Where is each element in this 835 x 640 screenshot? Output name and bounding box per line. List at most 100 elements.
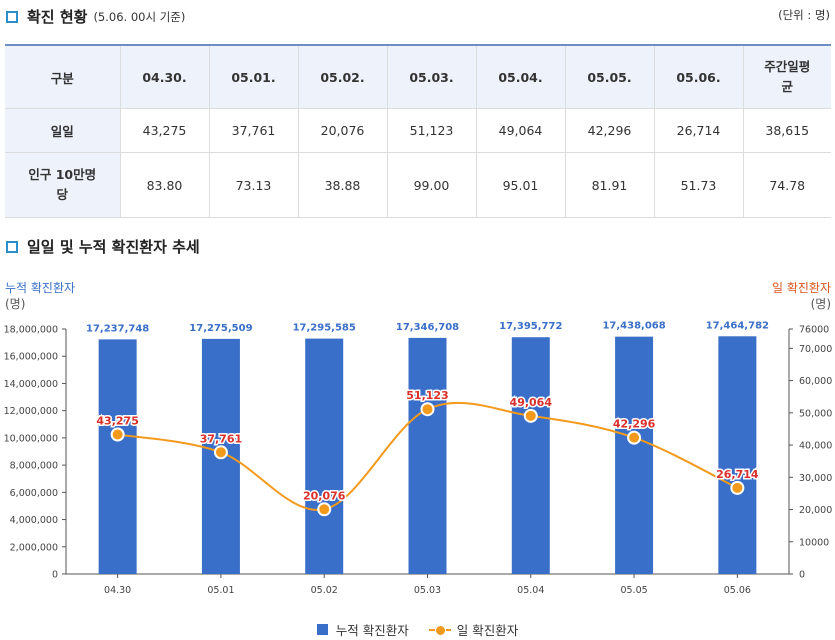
right-tick-label: 76000: [799, 325, 829, 336]
line-point: [627, 430, 642, 445]
line-point: [213, 445, 228, 460]
table-cell: 42,296: [564, 108, 655, 153]
legend-item-daily: 일 확진환자: [428, 620, 519, 639]
left-tick-label: 10,000,000: [4, 433, 58, 444]
bar-value-label: 17,438,068: [602, 321, 665, 332]
line-value-label: 51,123: [406, 389, 448, 402]
section-title: 확진 현황: [27, 8, 88, 26]
right-axis-unit: (명): [810, 297, 831, 311]
right-tick-label: 20,000: [799, 505, 832, 516]
table-cell: 99.00: [386, 152, 477, 218]
table-cell: 38.88: [297, 152, 388, 218]
line-value-label: 43,275: [96, 414, 138, 427]
table-cell: 74.78: [742, 152, 831, 218]
left-tick-label: 4,000,000: [10, 515, 58, 526]
x-tick-label: 05.02: [311, 585, 338, 596]
bar: [305, 338, 344, 574]
table-corner-header: 구분: [5, 45, 121, 109]
right-tick-label: 50,000: [799, 408, 832, 419]
bar: [615, 336, 654, 574]
x-tick-label: 05.01: [207, 585, 234, 596]
row-label: 인구 10만명 당: [5, 152, 121, 218]
section-square-icon: [6, 240, 18, 253]
right-axis-title: 일 확진환자 (명): [772, 280, 831, 312]
column-header: 05.03.: [386, 45, 477, 109]
left-tick-label: 16,000,000: [4, 352, 58, 363]
line-value-label: 49,064: [510, 396, 553, 409]
legend-label: 누적 확진환자: [335, 623, 409, 638]
x-tick-label: 05.04: [517, 585, 544, 596]
left-tick-label: 18,000,000: [4, 325, 58, 336]
table-cell: 81.91: [564, 152, 655, 218]
table-cell: 37,761: [208, 108, 299, 153]
bar: [511, 337, 550, 574]
column-header-weekly-average: 주간일평 균: [742, 45, 831, 109]
bar-value-label: 17,346,708: [396, 322, 459, 333]
bar-value-label: 17,295,585: [293, 323, 356, 334]
table-cell: 20,076: [297, 108, 388, 153]
legend-bar-swatch: [316, 624, 328, 635]
status-table: 구분 04.30. 05.01. 05.02. 05.03. 05.04. 05…: [5, 44, 831, 218]
table-header-row: 구분 04.30. 05.01. 05.02. 05.03. 05.04. 05…: [5, 45, 831, 109]
bar: [408, 337, 447, 574]
bar: [98, 339, 137, 574]
left-axis-unit: (명): [5, 297, 26, 311]
right-tick-label: 0: [799, 570, 805, 581]
table-cell: 38,615: [742, 108, 831, 153]
section-square-icon: [6, 10, 18, 23]
line-value-label: 42,296: [613, 418, 656, 431]
x-tick-label: 05.03: [414, 585, 441, 596]
section-header-status: 확진 현황 (5.06. 00시 기준): [6, 6, 185, 27]
line-value-label: 37,761: [200, 432, 242, 445]
column-header: 05.02.: [297, 45, 388, 109]
section-subtitle: (5.06. 00시 기준): [93, 9, 186, 24]
line-point: [420, 402, 435, 417]
table-cell: 83.80: [119, 152, 210, 218]
column-header: 05.05.: [564, 45, 655, 109]
column-header: 04.30.: [119, 45, 210, 109]
unit-label: (단위 : 명): [778, 8, 830, 22]
line-point: [730, 480, 745, 495]
chart-legend: 누적 확진환자 일 확진환자: [0, 620, 835, 639]
bar: [718, 336, 757, 574]
table-cell: 43,275: [119, 108, 210, 153]
left-tick-label: 2,000,000: [10, 542, 58, 553]
line-point: [523, 408, 538, 423]
right-axis-label: 일 확진환자: [771, 281, 831, 295]
section-header-trend: 일일 및 누적 확진환자 추세: [6, 236, 200, 257]
trend-title: 일일 및 누적 확진환자 추세: [27, 238, 200, 256]
x-tick-label: 05.06: [724, 585, 751, 596]
line-value-label: 20,076: [303, 489, 346, 502]
left-axis-label: 누적 확진환자: [5, 281, 76, 295]
line-point: [110, 427, 125, 442]
right-tick-label: 30,000: [799, 473, 832, 484]
legend-line-swatch: [428, 624, 451, 636]
bar-value-label: 17,237,748: [86, 323, 149, 334]
column-header: 05.06.: [653, 45, 744, 109]
left-tick-label: 12,000,000: [4, 406, 58, 417]
bar-value-label: 17,464,782: [706, 320, 769, 331]
column-header: 05.04.: [475, 45, 566, 109]
left-tick-label: 14,000,000: [4, 379, 58, 390]
legend-label: 일 확진환자: [456, 623, 519, 638]
left-tick-label: 6,000,000: [10, 488, 58, 499]
table-cell: 51,123: [386, 108, 477, 153]
table-row: 인구 10만명 당 83.80 73.13 38.88 99.00 95.01 …: [5, 152, 831, 218]
left-tick-label: 8,000,000: [10, 461, 58, 472]
row-label: 일일: [5, 108, 121, 153]
bar-value-label: 17,275,509: [189, 323, 252, 334]
bar-value-label: 17,395,772: [499, 321, 562, 332]
right-tick-label: 70,000: [799, 344, 832, 355]
legend-item-cumulative: 누적 확진환자: [316, 620, 409, 639]
line-point: [317, 502, 332, 517]
table-cell: 51.73: [653, 152, 744, 218]
x-tick-label: 05.05: [620, 585, 647, 596]
x-tick-label: 04.30: [104, 585, 131, 596]
left-tick-label: 0: [52, 570, 58, 581]
right-tick-label: 60,000: [799, 376, 832, 387]
right-tick-label: 10000: [799, 537, 829, 548]
right-tick-label: 40,000: [799, 441, 832, 452]
left-axis-title: 누적 확진환자 (명): [5, 280, 75, 312]
table-cell: 73.13: [208, 152, 299, 218]
